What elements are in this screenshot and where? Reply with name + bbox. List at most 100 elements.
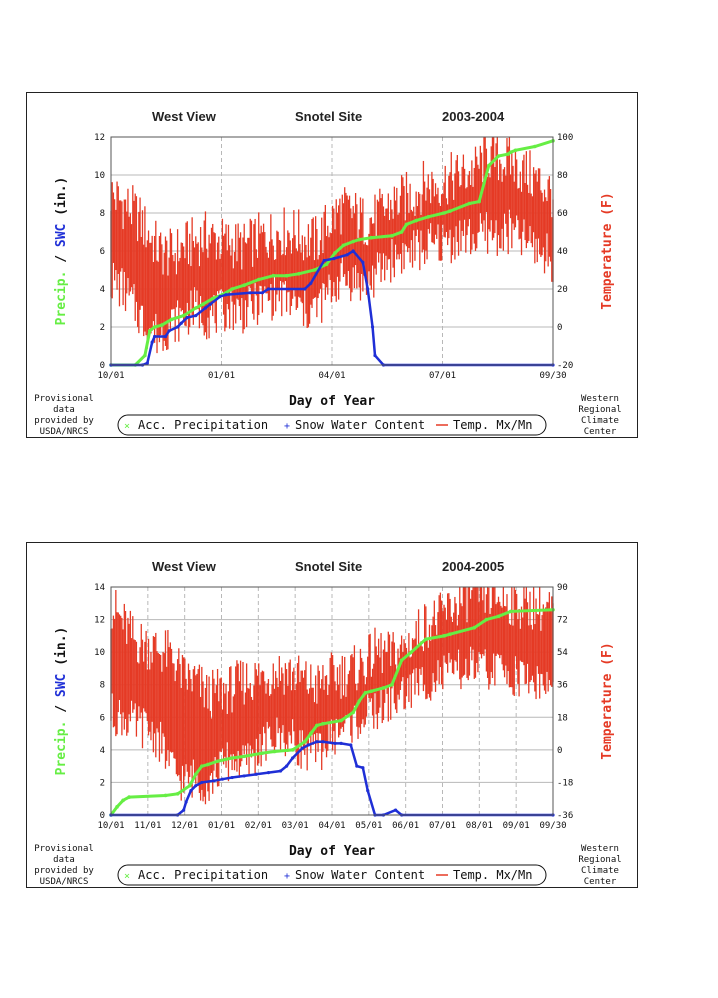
- swc-point: [150, 340, 154, 344]
- legend-box: [117, 414, 547, 436]
- precip-point: [442, 634, 446, 638]
- credit-left-line: USDA/NRCS: [40, 877, 89, 887]
- x-tick-label: 02/01: [245, 821, 272, 831]
- swc-point: [291, 756, 295, 760]
- x-tick-label: 01/01: [208, 821, 235, 831]
- precip-point: [271, 273, 276, 278]
- swc-point: [179, 321, 183, 325]
- precip-point: [333, 251, 337, 255]
- precip-point: [448, 632, 452, 637]
- y-right-tick-label: 36: [557, 681, 568, 691]
- precip-point: [390, 234, 394, 238]
- precip-point: [121, 798, 125, 803]
- precip-point: [363, 691, 368, 695]
- y-right-tick-label: 0: [557, 746, 562, 756]
- ylabel-precip: Precip.: [54, 721, 69, 776]
- swc-point: [370, 325, 375, 329]
- precip-point: [351, 239, 355, 244]
- legend-swc-label: Snow Water Content: [295, 418, 425, 432]
- credit-right-line: Climate: [581, 416, 619, 426]
- precip-point: [193, 306, 198, 310]
- credit-right-line: Center: [584, 877, 617, 887]
- x-tick-label: 06/01: [392, 821, 419, 831]
- y-left-tick-label: 12: [94, 133, 105, 143]
- swc-point: [194, 784, 198, 788]
- swc-point: [176, 325, 180, 329]
- precip-point: [472, 625, 477, 630]
- precip-point: [487, 163, 491, 168]
- precip-point: [477, 199, 481, 204]
- chart-panel-2003-2004: West View Snotel Site 2003-2004 0 2 4 6 8 10 12 -2…: [26, 92, 638, 438]
- legend-temp-label: Temp. Mx/Mn: [453, 868, 532, 882]
- precip-point: [399, 658, 404, 663]
- precip-point: [506, 152, 510, 156]
- precip-point: [508, 150, 513, 154]
- y-left-tick-label: 12: [94, 616, 105, 626]
- precip-point: [175, 792, 180, 796]
- precip-point: [369, 689, 374, 694]
- precip-point: [201, 302, 205, 306]
- y-right-tick-label: 54: [557, 648, 568, 658]
- precip-point: [296, 272, 301, 276]
- legend-swc-marker: +: [284, 421, 290, 432]
- y-right-tick-label: 80: [557, 171, 568, 181]
- chart-panel-2004-2005: West View Snotel Site 2004-2005 0 2 4 6 8 10 12 14…: [26, 542, 638, 888]
- swc-point: [300, 746, 304, 750]
- precip-point: [369, 235, 374, 240]
- swc-point: [393, 808, 398, 812]
- precip-point: [290, 748, 295, 752]
- swc-point: [339, 741, 343, 745]
- ylabel-unit: (in.): [54, 177, 69, 224]
- swc-series-line: [111, 249, 553, 367]
- swc-point: [361, 766, 365, 770]
- credit-right-line: Regional: [578, 405, 621, 415]
- y-left-tick-label: 0: [100, 361, 105, 371]
- precip-point: [143, 353, 147, 358]
- precip-point: [302, 739, 307, 744]
- legend-precip-marker: ×: [124, 871, 130, 882]
- precip-point: [414, 218, 418, 223]
- precip-point: [206, 762, 210, 767]
- x-tick-label: 09/30: [539, 821, 566, 831]
- precip-point: [341, 243, 346, 248]
- credit-left-line: Provisional: [34, 844, 94, 854]
- x-tick-label: 03/01: [282, 821, 309, 831]
- snotel-chart-2003-2004: West View Snotel Site 2003-2004 0 2 4 6 8 10 12 -2…: [34, 109, 621, 437]
- y-right-tick-label: 40: [557, 247, 568, 257]
- swc-point: [355, 764, 359, 768]
- ylabel-separator: /: [54, 247, 69, 270]
- title-site-type: Snotel Site: [295, 559, 362, 574]
- credit-right-line: Center: [584, 427, 617, 437]
- precip-point: [147, 329, 152, 333]
- swc-point: [218, 295, 222, 299]
- x-tick-label: 09/01: [503, 821, 530, 831]
- precip-point: [448, 209, 452, 213]
- credit-left-line: data: [53, 405, 75, 415]
- precip-point: [496, 154, 501, 158]
- swc-point: [248, 291, 252, 295]
- precip-point: [357, 237, 362, 242]
- precip-point: [230, 287, 234, 291]
- precip-point: [160, 323, 164, 327]
- swc-point: [349, 743, 353, 747]
- y-right-tick-label: 60: [557, 209, 568, 219]
- ylabel-separator: /: [54, 697, 69, 720]
- swc-point: [230, 775, 234, 780]
- y-left-axis-label: Precip. / SWC (in.): [54, 177, 69, 326]
- precip-point: [242, 283, 247, 287]
- y-left-tick-label: 14: [94, 583, 105, 593]
- title-site-type: Snotel Site: [295, 109, 362, 124]
- precip-point: [424, 637, 428, 641]
- legend-swc-label: Snow Water Content: [295, 868, 425, 882]
- swc-point: [212, 779, 216, 783]
- plot-frame: [110, 586, 554, 816]
- precip-point: [426, 215, 431, 219]
- y-right-tick-label: 0: [557, 323, 562, 333]
- legend-precip-label: Acc. Precipitation: [138, 418, 268, 432]
- precip-point: [409, 650, 414, 654]
- precip-point: [152, 325, 157, 329]
- y-left-tick-label: 2: [100, 778, 105, 788]
- ylabel-swc: SWC: [54, 224, 69, 247]
- credit-right-line: Western: [581, 844, 619, 854]
- swc-point: [184, 800, 188, 804]
